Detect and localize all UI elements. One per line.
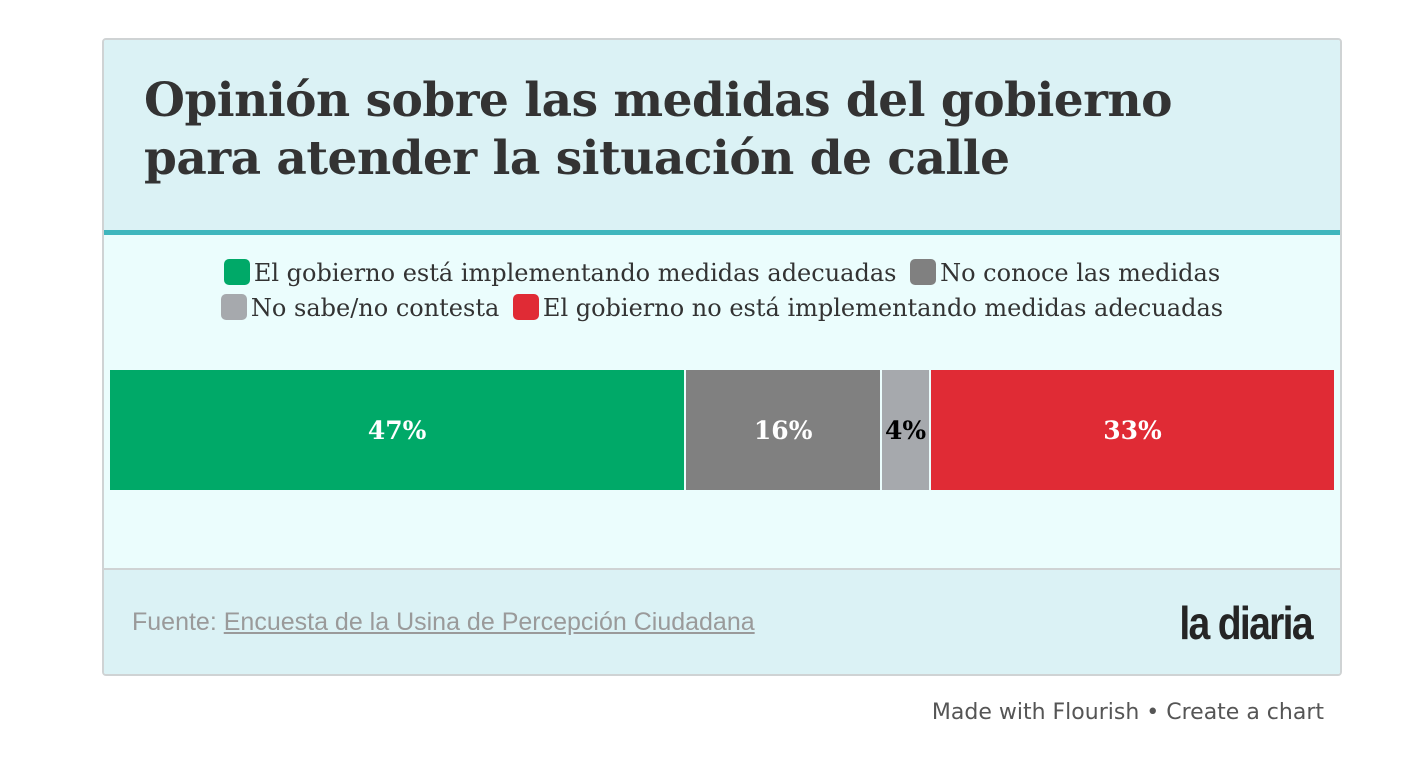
legend-label: No conoce las medidas (940, 259, 1221, 287)
chart-title: Opinión sobre las medidas del gobierno p… (144, 73, 1173, 186)
legend-swatch (220, 294, 247, 320)
chart-header: Opinión sobre las medidas del gobierno p… (104, 40, 1340, 235)
legend: El gobierno está implementando medidas a… (104, 256, 1340, 326)
made-with-flourish-link[interactable]: Made with Flourish (931, 700, 1140, 725)
source-prefix: Fuente: (132, 608, 224, 636)
bar-value-label: 4% (885, 415, 927, 445)
create-chart-link[interactable]: Create a chart (1166, 700, 1324, 725)
source-link[interactable]: Encuesta de la Usina de Percepción Ciuda… (223, 608, 755, 636)
bar-value-label: 33% (1103, 415, 1162, 445)
bar-segment[interactable]: 4% (882, 370, 930, 490)
attribution-separator: • (1139, 700, 1167, 725)
legend-swatch (512, 294, 539, 320)
chart-footer: Fuente: Encuesta de la Usina de Percepci… (104, 568, 1340, 674)
source-note: Fuente: Encuesta de la Usina de Percepci… (132, 608, 755, 637)
la-diaria-logo[interactable]: la diaria (1179, 597, 1314, 649)
legend-label: El gobierno no está implementando medida… (542, 294, 1224, 322)
legend-label: No sabe/no contesta (250, 294, 500, 322)
bar-value-label: 47% (367, 415, 427, 445)
legend-item-no-adecuadas[interactable]: El gobierno no está implementando medida… (512, 291, 1224, 326)
legend-item-adecuadas[interactable]: El gobierno está implementando medidas a… (223, 256, 897, 291)
bar-value-label: 16% (753, 415, 813, 445)
legend-item-no-sabe[interactable]: No sabe/no contesta (220, 291, 500, 326)
bar-segment[interactable]: 33% (931, 370, 1334, 490)
legend-swatch (910, 259, 937, 285)
bar-segment[interactable]: 16% (686, 370, 881, 490)
legend-swatch (223, 259, 250, 285)
stacked-bar: 47% 16% 4% 33% (110, 370, 1334, 490)
legend-item-no-conoce[interactable]: No conoce las medidas (910, 256, 1220, 291)
flourish-attribution: Made with Flourish • Create a chart (932, 700, 1324, 725)
chart-card: Opinión sobre las medidas del gobierno p… (102, 38, 1342, 676)
legend-label: El gobierno está implementando medidas a… (253, 259, 897, 287)
bar-segment[interactable]: 47% (110, 370, 685, 490)
